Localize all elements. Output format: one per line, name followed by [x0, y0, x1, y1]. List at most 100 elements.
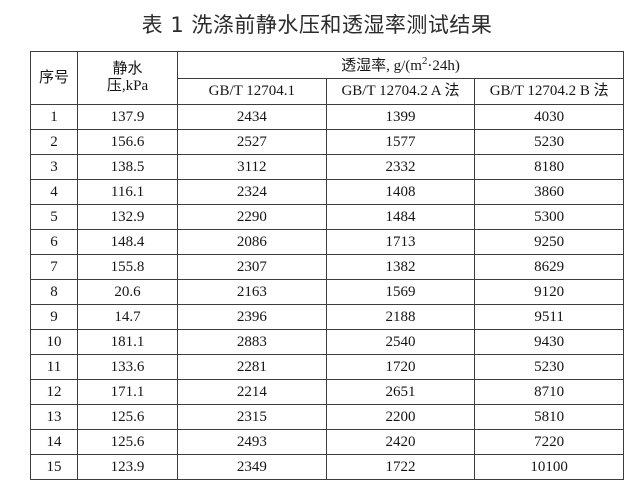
header-pressure-line1: 静水: [112, 61, 143, 78]
cell-index: 10: [30, 329, 78, 355]
cell-gbt-12704-1: 2527: [177, 129, 327, 155]
cell-gbt-12704-1: 2281: [177, 354, 327, 380]
cell-gbt-12704-2-a: 1484: [325, 204, 476, 230]
cell-gbt-12704-2-b: 5230: [474, 354, 624, 380]
cell-hydrostatic-pressure: 14.7: [77, 304, 178, 330]
cell-gbt-12704-2-a: 2540: [325, 329, 476, 355]
cell-gbt-12704-1: 2163: [177, 279, 327, 305]
cell-hydrostatic-pressure: 20.6: [77, 279, 178, 305]
cell-gbt-12704-1: 2434: [177, 104, 327, 130]
table-row: 12 171.1 2214 2651 8710: [30, 379, 624, 405]
cell-gbt-12704-2-a: 2200: [325, 404, 476, 430]
cell-gbt-12704-2-b: 10100: [474, 454, 624, 480]
cell-index: 6: [30, 229, 78, 255]
cell-gbt-12704-2-a: 1713: [325, 229, 476, 255]
table-row: 3 138.5 3112 2332 8180: [30, 154, 624, 180]
cell-index: 14: [30, 429, 78, 455]
cell-gbt-12704-1: 3112: [177, 154, 327, 180]
cell-gbt-12704-2-b: 5810: [474, 404, 624, 430]
cell-gbt-12704-2-b: 8629: [474, 254, 624, 280]
table-row: 5 132.9 2290 1484 5300: [30, 204, 624, 230]
cell-index: 5: [30, 204, 78, 230]
table-row: 2 156.6 2527 1577 5230: [30, 129, 624, 155]
cell-gbt-12704-2-a: 1720: [325, 354, 476, 380]
header-group-unit: , g/(m: [386, 57, 422, 74]
header-row-sub: GB/T 12704.1 GB/T 12704.2 A 法 GB/T 12704…: [31, 77, 624, 105]
table-row: 8 20.6 2163 1569 9120: [30, 279, 624, 305]
header-method-gbt-12704-1: GB/T 12704.1: [177, 77, 327, 105]
table-caption: 表 1 洗涤前静水压和透湿率测试结果: [141, 13, 493, 37]
cell-hydrostatic-pressure: 125.6: [77, 404, 178, 430]
cell-gbt-12704-1: 2493: [177, 429, 327, 455]
header-index: 序号: [30, 51, 78, 105]
cell-gbt-12704-2-a: 2188: [325, 304, 476, 330]
cell-gbt-12704-2-b: 8710: [474, 379, 624, 405]
table-row: 14 125.6 2493 2420 7220: [30, 429, 624, 455]
cell-index: 8: [30, 279, 78, 305]
cell-index: 7: [30, 254, 78, 280]
cell-index: 9: [30, 304, 78, 330]
table-row: 13 125.6 2315 2200 5810: [30, 404, 624, 430]
cell-index: 3: [30, 154, 78, 180]
header-group-superscript: 2: [421, 54, 428, 67]
cell-gbt-12704-2-b: 4030: [474, 104, 624, 130]
header-method-gbt-12704-2-b: GB/T 12704.2 B 法: [474, 77, 624, 105]
cell-hydrostatic-pressure: 138.5: [77, 154, 178, 180]
cell-hydrostatic-pressure: 155.8: [77, 254, 178, 280]
table-container: 序号 静水 压,kPa 透湿率, g/(m2·24h) GB/T 12704.1…: [30, 51, 624, 480]
cell-hydrostatic-pressure: 171.1: [77, 379, 178, 405]
cell-gbt-12704-2-b: 7220: [474, 429, 624, 455]
cell-gbt-12704-2-b: 8180: [474, 154, 624, 180]
cell-hydrostatic-pressure: 133.6: [77, 354, 178, 380]
cell-gbt-12704-2-a: 2651: [325, 379, 476, 405]
cell-gbt-12704-1: 2396: [177, 304, 327, 330]
cell-gbt-12704-1: 2290: [177, 204, 327, 230]
cell-gbt-12704-2-a: 1399: [325, 104, 476, 130]
cell-hydrostatic-pressure: 116.1: [77, 179, 178, 205]
cell-gbt-12704-1: 2324: [177, 179, 327, 205]
table-row: 9 14.7 2396 2188 9511: [30, 304, 624, 330]
cell-hydrostatic-pressure: 125.6: [77, 429, 178, 455]
cell-gbt-12704-2-b: 9250: [474, 229, 624, 255]
cell-gbt-12704-2-b: 9511: [474, 304, 624, 330]
header-row-top: 序号 静水 压,kPa 透湿率, g/(m2·24h): [30, 51, 624, 105]
cell-gbt-12704-2-a: 1408: [325, 179, 476, 205]
cell-gbt-12704-2-a: 2332: [325, 154, 476, 180]
table-row: 1 137.9 2434 1399 4030: [30, 104, 624, 130]
cell-gbt-12704-2-b: 9430: [474, 329, 624, 355]
cell-index: 12: [30, 379, 78, 405]
cell-gbt-12704-1: 2214: [177, 379, 327, 405]
header-pressure-line2: 压,kPa: [106, 78, 149, 94]
table-row: 10 181.1 2883 2540 9430: [30, 329, 624, 355]
cell-gbt-12704-2-b: 5230: [474, 129, 624, 155]
cell-gbt-12704-1: 2883: [177, 329, 327, 355]
cell-index: 1: [30, 104, 78, 130]
cell-gbt-12704-2-b: 9120: [474, 279, 624, 305]
cell-hydrostatic-pressure: 123.9: [77, 454, 178, 480]
cell-gbt-12704-2-b: 3860: [474, 179, 624, 205]
cell-index: 2: [30, 129, 78, 155]
cell-gbt-12704-2-a: 2420: [325, 429, 476, 455]
table-row: 4 116.1 2324 1408 3860: [30, 179, 624, 205]
results-table: 序号 静水 压,kPa 透湿率, g/(m2·24h) GB/T 12704.1…: [30, 51, 624, 480]
table-row: 7 155.8 2307 1382 8629: [30, 254, 624, 280]
header-group-prefix: 透湿率: [341, 57, 387, 74]
header-moisture-permeability-group: 透湿率, g/(m2·24h): [177, 51, 624, 79]
cell-gbt-12704-1: 2315: [177, 404, 327, 430]
header-method-gbt-12704-2-a: GB/T 12704.2 A 法: [325, 77, 476, 105]
cell-hydrostatic-pressure: 156.6: [77, 129, 178, 155]
table-header: 序号 静水 压,kPa 透湿率, g/(m2·24h) GB/T 12704.1…: [30, 51, 624, 105]
cell-hydrostatic-pressure: 181.1: [77, 329, 178, 355]
table-row: 11 133.6 2281 1720 5230: [30, 354, 624, 380]
cell-hydrostatic-pressure: 137.9: [77, 104, 178, 130]
cell-hydrostatic-pressure: 148.4: [77, 229, 178, 255]
cell-index: 13: [30, 404, 78, 430]
header-group-suffix: ·24h): [427, 57, 460, 74]
cell-index: 4: [30, 179, 78, 205]
cell-gbt-12704-2-b: 5300: [474, 204, 624, 230]
table-body: 1 137.9 2434 1399 4030 2 156.6 2527 1577 5230 3 138…: [30, 104, 624, 480]
cell-index: 11: [30, 354, 78, 380]
cell-gbt-12704-2-a: 1569: [325, 279, 476, 305]
cell-gbt-12704-1: 2307: [177, 254, 327, 280]
